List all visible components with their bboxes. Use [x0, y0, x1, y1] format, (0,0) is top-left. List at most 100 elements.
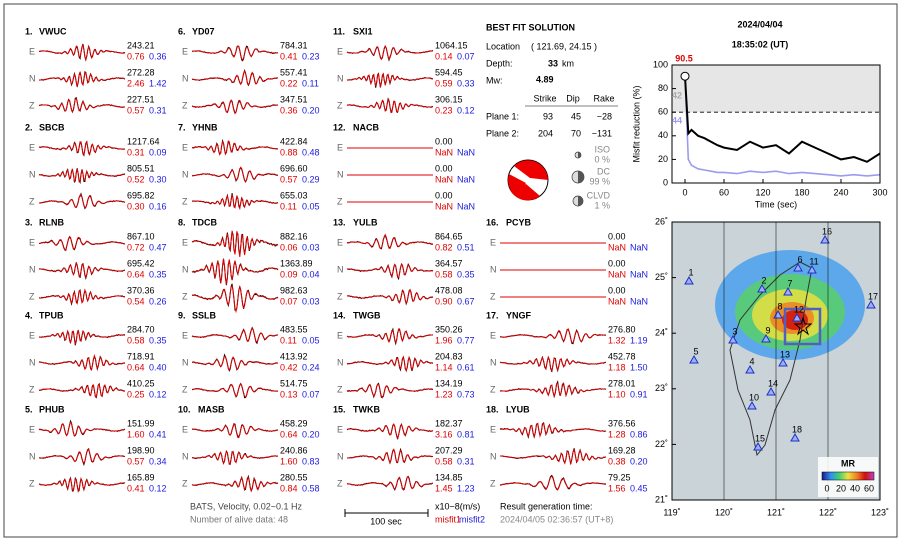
synthetic-waveform [38, 43, 125, 62]
misfit1: 0.52 [127, 174, 145, 184]
misfit1: 0.59 [435, 78, 453, 88]
synthetic-waveform [346, 383, 434, 399]
initial-point [680, 71, 690, 81]
plane-value: −131 [592, 128, 612, 138]
station-number: 2. [25, 122, 33, 132]
synthetic-waveform [38, 235, 126, 251]
misfit2: 0.36 [149, 51, 167, 61]
station-marker [807, 264, 817, 274]
y-tick-label: 100 [653, 59, 668, 69]
station-name: PHUB [39, 404, 65, 414]
component-label: Z [29, 384, 35, 394]
amplitude: 306.15 [435, 94, 463, 104]
component-label: Z [29, 291, 35, 301]
x-tick-label: 300 [872, 187, 887, 197]
line-annotation: 42 [672, 90, 682, 100]
misfit1: 0.88 [280, 147, 298, 157]
location-label: Location [486, 41, 520, 51]
misfit1: NaN [608, 269, 626, 279]
amplitude: 514.75 [280, 378, 308, 388]
plane-column: Rake [593, 93, 614, 103]
amplitude: 458.29 [280, 418, 308, 428]
map-x-tick-label: 121˚ [767, 507, 785, 517]
station-number: 13. [333, 217, 346, 227]
station-name: YHNB [192, 122, 218, 132]
max-annotation: 90.5 [675, 53, 693, 63]
synthetic-waveform [346, 423, 434, 440]
component-label: N [182, 264, 189, 274]
map-y-tick-label: 25˚ [655, 272, 668, 282]
misfit2: 0.23 [302, 51, 320, 61]
misfit2: 0.33 [457, 78, 475, 88]
component-label: N [337, 169, 344, 179]
station-name: SSLB [192, 310, 217, 320]
synthetic-waveform [191, 99, 278, 115]
misfit1: 0.07 [280, 296, 298, 306]
misfit1: NaN [435, 201, 453, 211]
synthetic-waveform [39, 448, 126, 465]
y-tick-label: 80 [658, 83, 668, 93]
component-label: N [29, 451, 36, 461]
misfit2: 0.58 [302, 483, 320, 493]
station-marker [728, 334, 738, 344]
station-number: 15. [333, 404, 346, 414]
misfit2: 1.42 [149, 78, 167, 88]
component-label: Z [182, 100, 188, 110]
misfit2: 0.12 [457, 105, 475, 115]
plane-column: Strike [533, 93, 556, 103]
misfit1: 1.14 [435, 362, 453, 372]
misfit1: 3.16 [435, 429, 453, 439]
amplitude: 204.83 [435, 351, 463, 361]
amplitude: 276.80 [608, 324, 636, 334]
component-label: N [490, 264, 497, 274]
misfit2: 1.23 [457, 483, 475, 493]
component-label: Z [337, 478, 343, 488]
misfit2: 1.50 [630, 362, 648, 372]
misfit1: 1.18 [608, 362, 626, 372]
station-name: TDCB [192, 217, 217, 227]
component-name: ISO [594, 144, 610, 154]
component-label: N [337, 73, 344, 83]
plane-value: −28 [597, 111, 612, 121]
synthetic-waveform [191, 284, 279, 314]
component-label: Z [29, 100, 35, 110]
synthetic-waveform [38, 97, 125, 114]
synthetic-waveform [346, 476, 434, 491]
misfit1: 0.64 [280, 429, 298, 439]
station-name: VWUC [39, 26, 67, 36]
station-label: 9 [765, 325, 770, 335]
misfit2: 0.45 [630, 483, 648, 493]
event-time: 18:35:02 (UT) [732, 39, 789, 49]
colorbar-tick: 0 [824, 483, 829, 493]
station-number: 17. [486, 310, 499, 320]
station-label: 6 [797, 254, 802, 264]
map-y-tick-label: 26˚ [655, 216, 668, 226]
epicenter-box [783, 307, 822, 346]
misfit1: 2.46 [127, 78, 145, 88]
component-label: Z [182, 291, 188, 301]
misfit2: 0.35 [149, 269, 167, 279]
misfit2: 0.91 [630, 389, 648, 399]
amplitude: 864.65 [435, 231, 463, 241]
amplitude: 413.92 [280, 351, 308, 361]
misfit1: 1.32 [608, 335, 626, 345]
misfit1: 1.45 [435, 483, 453, 493]
map-y-tick-label: 21˚ [655, 494, 668, 504]
plane-column: Dip [566, 93, 580, 103]
misfit2: 0.35 [149, 335, 167, 345]
misfit1: 1.28 [608, 429, 626, 439]
plane-label: Plane 2: [486, 128, 519, 138]
amplitude: 483.55 [280, 324, 308, 334]
misfit2: 0.81 [457, 429, 475, 439]
component-label: E [490, 237, 496, 247]
station-name: TWGB [353, 310, 381, 320]
amplitude: 655.03 [280, 190, 308, 200]
misfit2: 0.09 [149, 147, 167, 157]
synthetic-waveform [192, 258, 279, 285]
station-marker [761, 333, 771, 343]
misfit1: 0.31 [127, 147, 145, 157]
component-percent: 99 % [589, 176, 610, 186]
misfit2: 0.05 [302, 201, 320, 211]
station-number: 12. [333, 122, 346, 132]
station-label: 15 [755, 433, 765, 443]
